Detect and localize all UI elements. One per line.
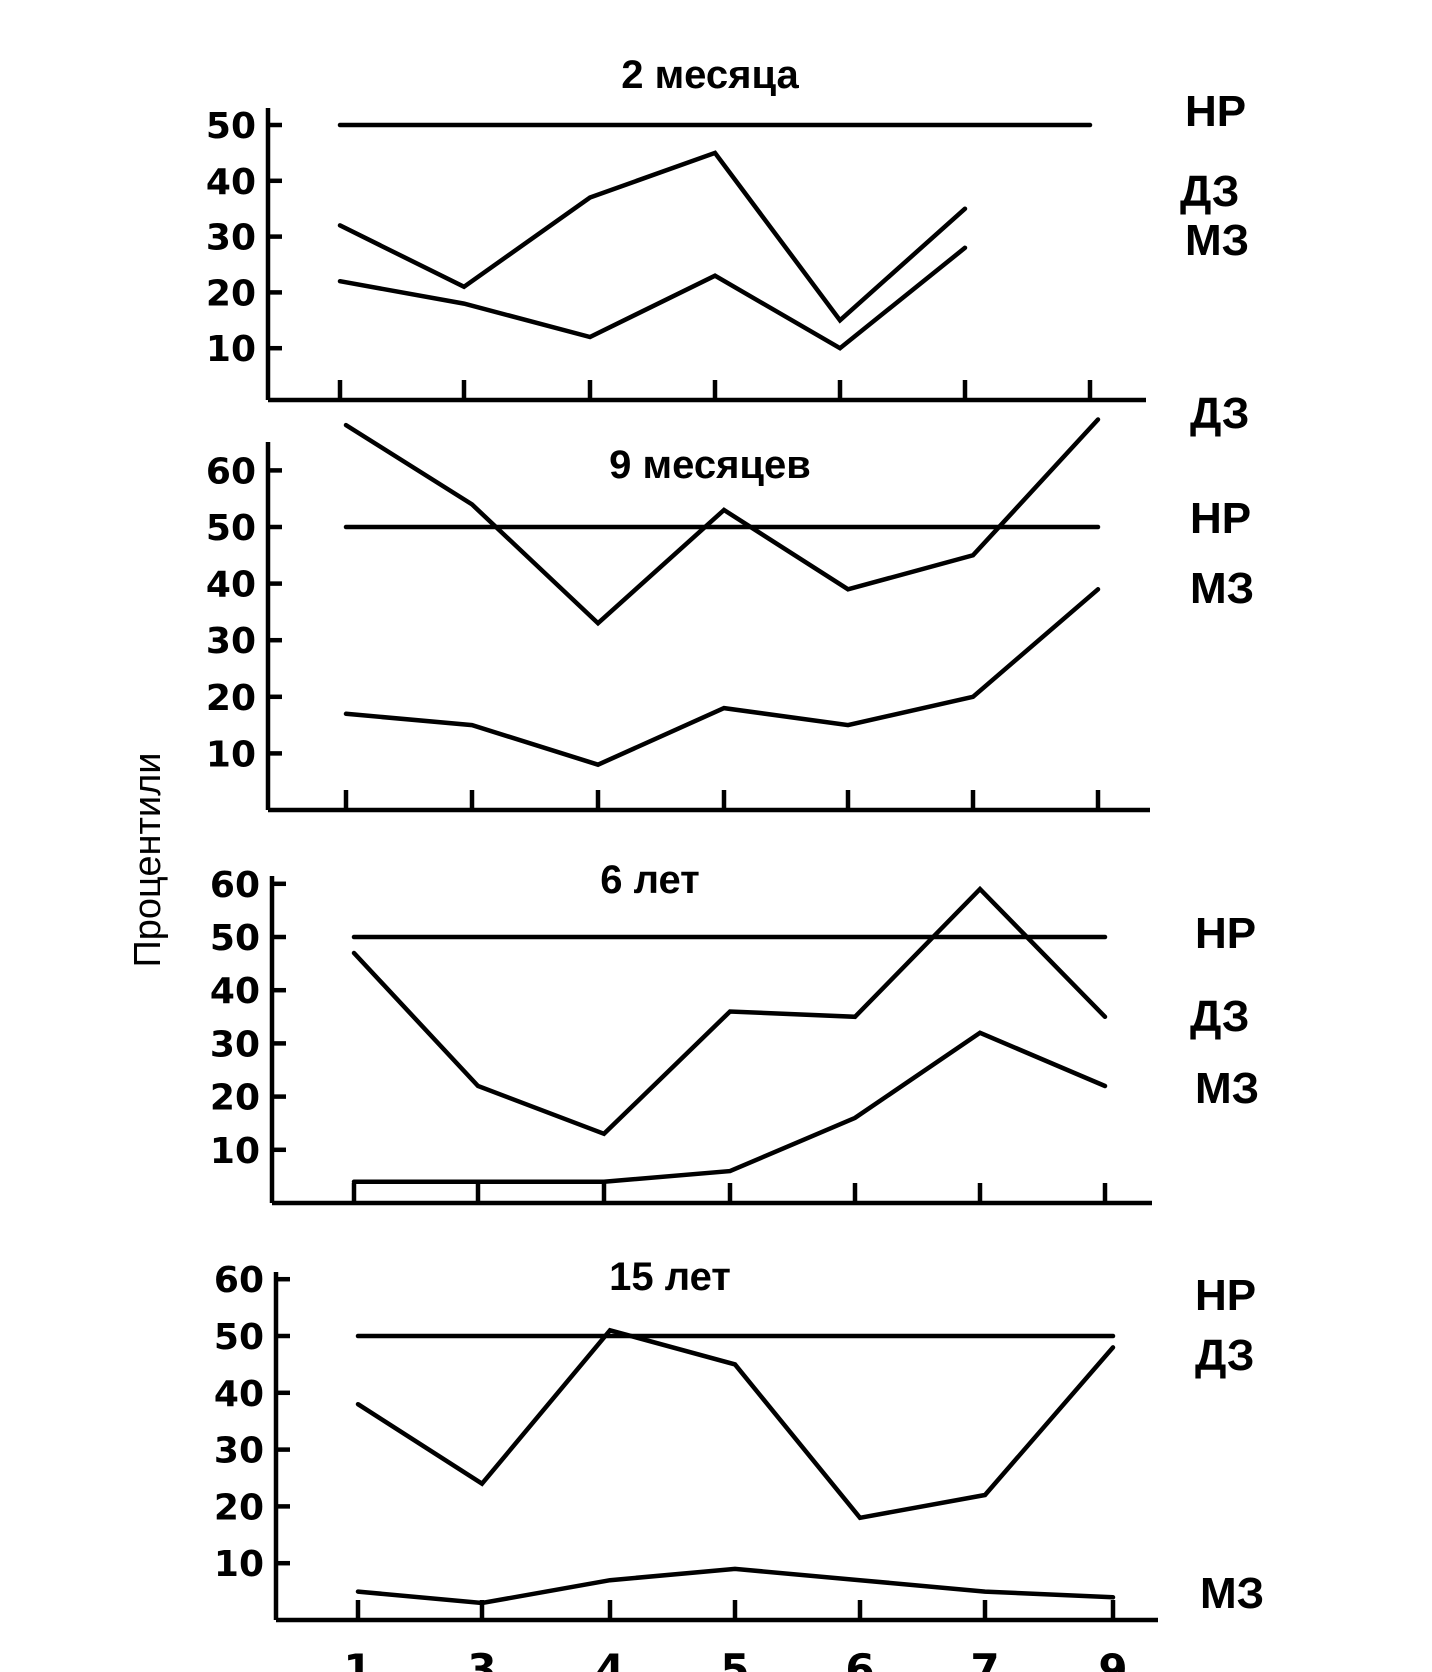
y-tick-label: 30 [206, 621, 256, 662]
y-tick-label: 30 [214, 1431, 264, 1472]
y-tick-label: 10 [214, 1544, 264, 1585]
y-tick-label: 60 [210, 865, 260, 906]
series-line-mz [351, 1030, 1108, 1184]
x-tick-label: 5 [720, 1645, 749, 1672]
y-tick-label: 30 [206, 218, 256, 259]
y-tick-label: 50 [214, 1317, 264, 1358]
y-tick-label: 10 [206, 734, 256, 775]
x-tick-label: 9 [1098, 1645, 1127, 1672]
series-label-hr: НР [1195, 1271, 1256, 1320]
y-tick-label: 10 [210, 1131, 260, 1172]
y-tick-label: 50 [206, 508, 256, 549]
chart-panel-4: 15 лет 10 20 30 40 50 60 1 3 4 5 6 7 9 НР ДЗ МЗ [214, 1255, 1264, 1672]
x-tick-label: 1 [343, 1645, 372, 1672]
y-tick-label: 40 [214, 1374, 264, 1415]
series-label-mz: МЗ [1190, 564, 1254, 613]
y-tick-label: 60 [206, 451, 256, 492]
x-tick-label: 4 [595, 1645, 624, 1672]
chart-title: 15 лет [609, 1255, 731, 1299]
y-tick-label: 20 [210, 1078, 260, 1119]
y-tick-label: 40 [206, 565, 256, 606]
x-tick-label: 6 [845, 1645, 874, 1672]
series-line-mz [343, 587, 1101, 768]
y-axis-label: Процентили [127, 752, 169, 967]
series-line-dz [355, 1327, 1116, 1521]
series-line-dz [351, 885, 1108, 1137]
y-tick-label: 40 [206, 162, 256, 203]
series-label-hr: НР [1195, 909, 1256, 958]
series-label-dz: ДЗ [1195, 1331, 1254, 1380]
series-line-dz [337, 150, 968, 324]
y-tick-label: 40 [210, 971, 260, 1012]
series-label-dz: ДЗ [1190, 992, 1249, 1041]
y-tick-label: 10 [206, 329, 256, 370]
series-label-mz: МЗ [1200, 1569, 1264, 1618]
series-line-dz [343, 417, 1101, 627]
y-tick-label: 20 [206, 678, 256, 719]
y-tick-label: 60 [214, 1260, 264, 1301]
series-line-mz [355, 1566, 1116, 1606]
y-tick-label: 20 [214, 1487, 264, 1528]
chart-title: 9 месяцев [609, 443, 811, 487]
x-tick-label: 3 [467, 1645, 496, 1672]
y-tick-label: 50 [210, 918, 260, 959]
series-label-mz: МЗ [1185, 216, 1249, 265]
chart-panel-3: 6 лет 10 20 30 40 50 60 НР ДЗ МЗ [210, 858, 1259, 1206]
series-label-dz: ДЗ [1190, 389, 1249, 438]
y-tick-label: 30 [210, 1024, 260, 1065]
series-label-mz: МЗ [1195, 1064, 1259, 1113]
chart-title: 2 месяца [621, 53, 799, 97]
y-tick-label: 50 [206, 106, 256, 147]
x-tick-label: 7 [970, 1645, 999, 1672]
series-label-hr: НР [1190, 494, 1251, 543]
series-label-dz: ДЗ [1180, 167, 1239, 216]
chart-title: 6 лет [600, 858, 700, 902]
y-tick-label: 20 [206, 273, 256, 314]
series-label-hr: НР [1185, 87, 1246, 136]
series-line-mz [337, 245, 968, 351]
chart-panel-2: 9 месяцев 10 20 30 40 50 60 ДЗ НР МЗ [206, 389, 1254, 813]
